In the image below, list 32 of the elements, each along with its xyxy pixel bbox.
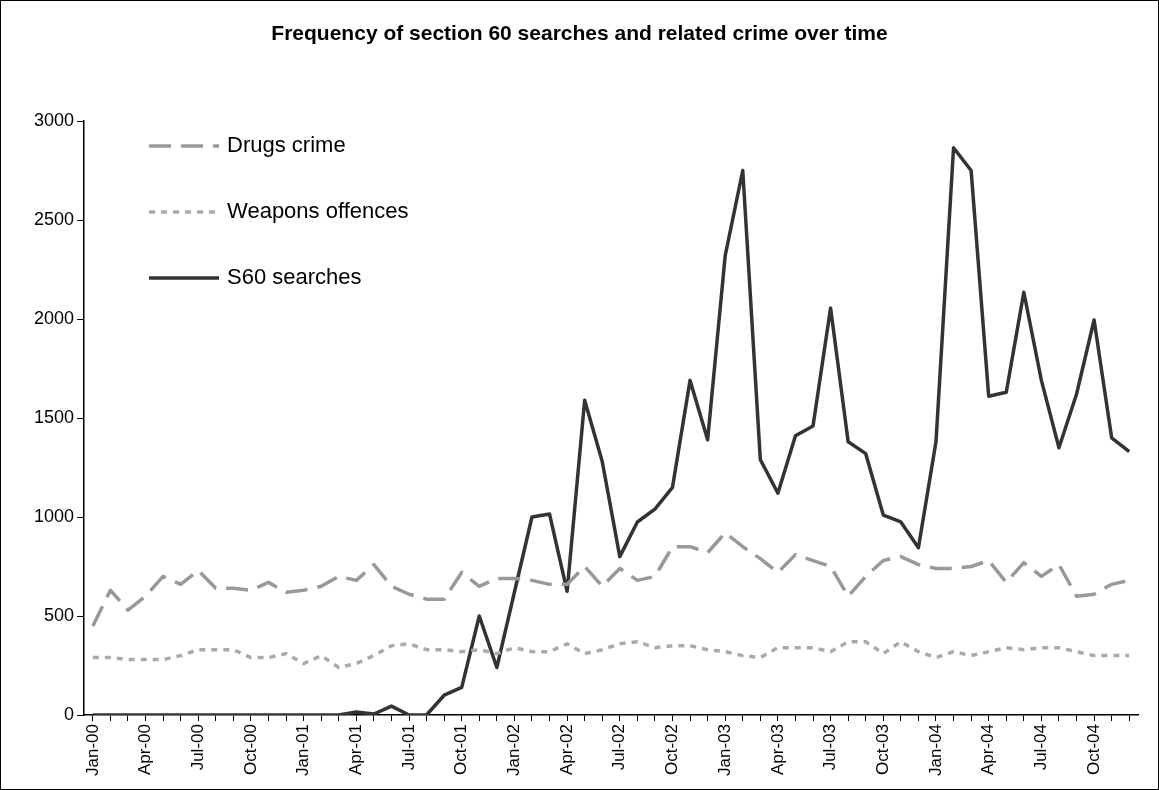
y-tick-label: 2500 — [34, 208, 75, 229]
x-tick-label: Apr-01 — [346, 724, 365, 776]
x-tick-label: Jul-00 — [187, 724, 207, 771]
x-tick-label: Jul-04 — [1031, 724, 1051, 771]
x-tick-label: Jul-02 — [609, 724, 629, 771]
y-tick-label: 1000 — [34, 505, 75, 526]
x-tick-label: Jul-03 — [820, 724, 840, 771]
y-tick-label: 1500 — [34, 406, 75, 427]
x-tick-label: Jan-02 — [504, 724, 524, 776]
x-tick-label: Oct-01 — [451, 724, 471, 776]
x-tick-label: Apr-02 — [556, 724, 576, 776]
x-tick-label: Oct-04 — [1083, 724, 1103, 776]
line-series — [91, 640, 1131, 670]
x-tick-label: Jul-01 — [398, 724, 418, 771]
legend-label: Weapons offences — [227, 198, 409, 224]
legend-label: Drugs crime — [227, 132, 346, 158]
x-tick-label: Oct-02 — [662, 724, 682, 776]
y-tick-label: 500 — [44, 604, 75, 625]
y-tick-label: 2000 — [34, 307, 75, 328]
y-tick-label: 3000 — [34, 109, 75, 130]
y-tick-label: 0 — [64, 703, 75, 724]
chart-title: Frequency of section 60 searches and related crime over time — [270, 21, 889, 45]
x-tick-label: Oct-00 — [240, 724, 260, 776]
legend-label: S60 searches — [227, 264, 362, 290]
x-tick-label: Apr-00 — [135, 724, 155, 776]
x-tick-label: Jan-03 — [714, 724, 734, 776]
x-tick-label: Apr-04 — [978, 724, 998, 776]
x-tick-label: Jan-00 — [82, 724, 102, 776]
x-tick-label: Jan-01 — [293, 724, 313, 776]
x-tick-label: Oct-03 — [872, 724, 892, 776]
x-tick-label: Apr-03 — [767, 724, 787, 776]
x-tick-label: Jan-04 — [925, 724, 945, 776]
